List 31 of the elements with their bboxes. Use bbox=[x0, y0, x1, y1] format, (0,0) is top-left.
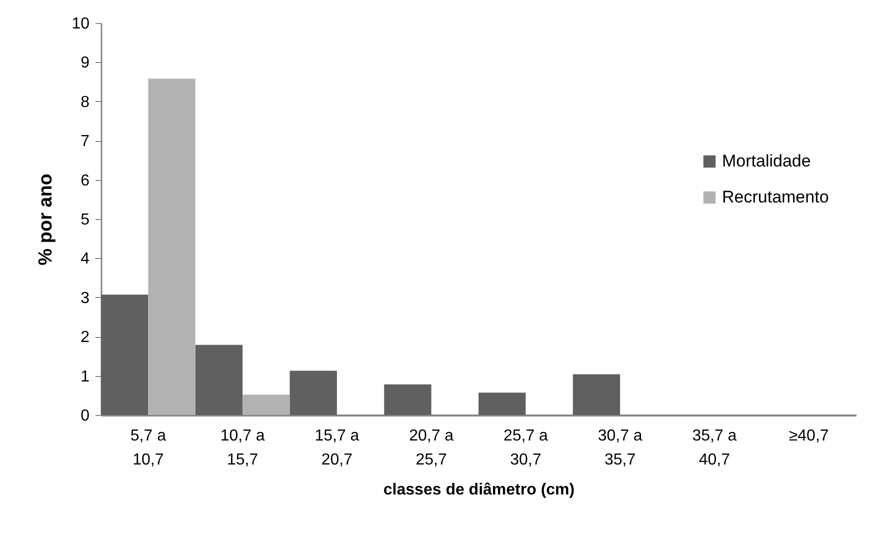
x-tick-label: 30,7 a 35,7 bbox=[598, 428, 642, 468]
y-tick-label: 4 bbox=[80, 250, 90, 268]
x-tick-label: 25,7 a 30,7 bbox=[503, 428, 548, 468]
x-tick-label: 15,7 a 20,7 bbox=[314, 428, 360, 468]
y-tick-label: 10 bbox=[72, 16, 90, 32]
y-tick-label: 6 bbox=[80, 172, 90, 190]
y-tick-label: 0 bbox=[80, 408, 90, 424]
y-tick-label: 1 bbox=[80, 368, 90, 386]
y-tick-label: 5 bbox=[80, 212, 90, 228]
x-tick-label: ≥40,7 bbox=[788, 428, 829, 444]
x-tick-label: 35,7 a 40,7 bbox=[692, 428, 737, 468]
y-tick-label: 7 bbox=[80, 133, 90, 150]
bar bbox=[572, 374, 620, 415]
bar bbox=[290, 370, 337, 415]
x-tick-label: 5,7 a 10,7 bbox=[130, 428, 166, 468]
bar bbox=[195, 344, 243, 415]
bar bbox=[242, 394, 290, 415]
legend-label: Mortalidade bbox=[722, 152, 811, 170]
y-tick-label: 2 bbox=[80, 329, 90, 346]
y-axis-title: % por ano bbox=[36, 174, 57, 266]
y-tick-label: 9 bbox=[80, 54, 90, 72]
y-tick-label: 8 bbox=[80, 94, 90, 111]
bar bbox=[101, 294, 148, 415]
y-tick-label: 3 bbox=[80, 290, 90, 307]
bar bbox=[384, 384, 432, 415]
x-axis-title: classes de diâmetro (cm) bbox=[383, 482, 575, 498]
x-tick-label: 10,7 a 15,7 bbox=[220, 428, 265, 468]
bar bbox=[478, 392, 526, 415]
legend-label: Recrutamento bbox=[722, 188, 829, 206]
x-tick-label: 20,7 a 25,7 bbox=[409, 428, 454, 468]
bar bbox=[148, 78, 196, 415]
